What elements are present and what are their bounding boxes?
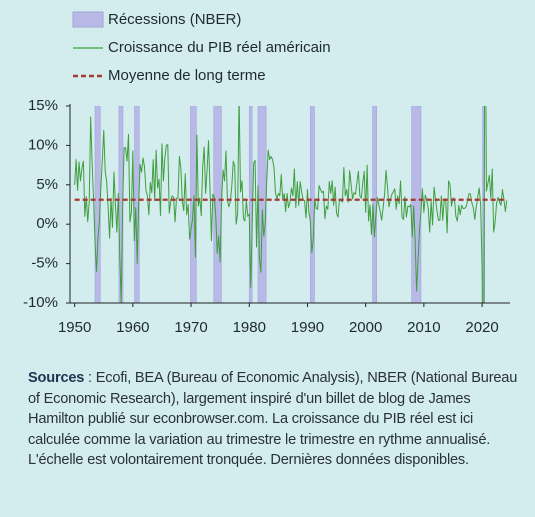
x-tick-label: 2010 — [407, 319, 440, 336]
y-tick-label: 0% — [36, 215, 58, 232]
recession-band — [248, 106, 253, 303]
y-tick-label: 10% — [28, 136, 58, 153]
x-tick-label: 1960 — [116, 319, 149, 336]
x-tick-label: 2020 — [465, 319, 498, 336]
x-tick-label: 1970 — [174, 319, 207, 336]
x-tick-label: 1980 — [233, 319, 266, 336]
recession-band — [134, 106, 140, 303]
recession-band — [257, 106, 267, 303]
y-tick-label: -10% — [23, 294, 58, 311]
legend-label: Récessions (NBER) — [108, 11, 241, 28]
plot-area — [74, 106, 508, 303]
legend-label: Moyenne de long terme — [108, 67, 266, 84]
legend-label: Croissance du PIB réel américain — [108, 39, 331, 56]
sources-text: : Ecofi, BEA (Bureau of Economic Analysi… — [28, 370, 518, 468]
y-tick-label: 15% — [28, 97, 58, 114]
y-tick-label: -5% — [31, 255, 58, 272]
x-tick-label: 1950 — [58, 319, 91, 336]
data-line — [74, 106, 508, 303]
sources-label: Sources — [28, 370, 85, 386]
recession-band — [310, 106, 315, 303]
recession-band — [94, 106, 101, 303]
y-tick-label: 5% — [36, 176, 58, 193]
x-tick-label: 2000 — [349, 319, 382, 336]
legend-swatch-recession — [72, 11, 104, 28]
sources-note: Sources : Ecofi, BEA (Bureau of Economic… — [28, 368, 524, 471]
chart: -10% -5% 0% 5% 10% 15% 1950 1960 1970 1980 1990 200… — [23, 11, 510, 336]
x-tick-label: 1990 — [291, 319, 324, 336]
